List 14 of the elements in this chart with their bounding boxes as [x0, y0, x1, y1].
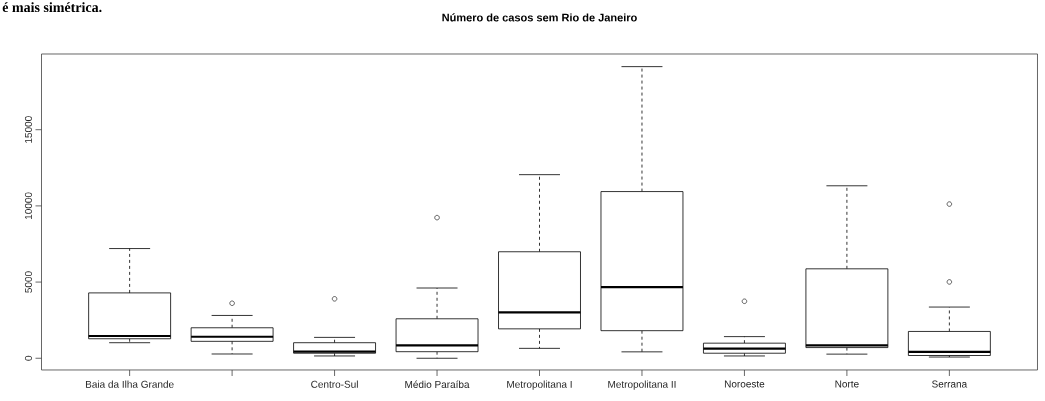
text: é mais simétrica.: [2, 2, 102, 13]
chart-title: Número de casos sem Rio de Janeiro: [442, 13, 637, 22]
x-tick-label: Noroeste: [724, 380, 765, 388]
y-tick-label: 0: [24, 355, 32, 361]
x-tick-label: Médio Paraíba: [405, 380, 470, 388]
y-tick-label: 5000: [24, 271, 32, 293]
x-tick-label: Baia da Ilha Grande: [85, 380, 174, 388]
y-tick-label: 10000: [24, 192, 32, 220]
x-tick-label: Norte: [835, 380, 859, 388]
y-tick-label: 15000: [24, 116, 32, 143]
x-tick-label: Centro-Sul: [311, 380, 358, 388]
x-tick-label: Metropolitana II: [608, 380, 676, 390]
x-tick-label: Serrana: [932, 380, 968, 388]
x-tick-label: Metropolitana I: [507, 380, 572, 390]
